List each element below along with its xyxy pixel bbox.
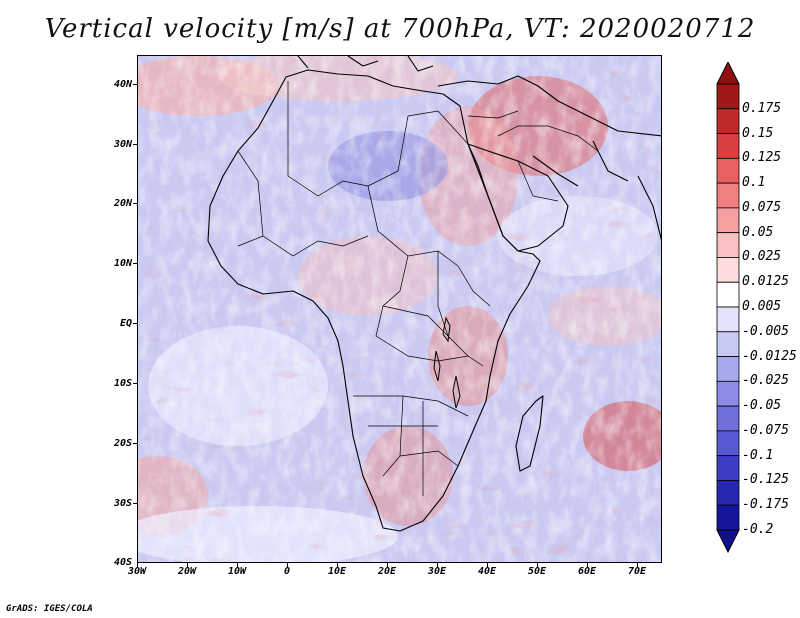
lat-tick bbox=[133, 503, 138, 504]
colorbar-bottom-arrow bbox=[716, 529, 740, 554]
lon-label-10w: 10W bbox=[227, 566, 247, 577]
colorbar-segment bbox=[716, 480, 740, 506]
lat-tick bbox=[133, 84, 138, 85]
colorbar-label: 0.125 bbox=[742, 150, 782, 166]
colorbar-segment bbox=[716, 108, 740, 134]
lon-tick bbox=[387, 562, 388, 567]
lat-label-40s: 40S bbox=[113, 557, 132, 568]
madagascar bbox=[515, 395, 544, 472]
lon-tick bbox=[637, 562, 638, 567]
colorbar-segment bbox=[716, 83, 740, 110]
lon-label-50e: 50E bbox=[527, 566, 547, 577]
colorbar-top-arrow bbox=[716, 62, 740, 85]
colorbar-label: 0.005 bbox=[742, 299, 782, 314]
colorbar-label: -0.0125 bbox=[742, 348, 797, 364]
lon-label-20w: 20W bbox=[177, 566, 197, 577]
lat-label-10n: 10N bbox=[113, 258, 132, 269]
colorbar-label: -0.075 bbox=[742, 422, 789, 438]
lon-tick bbox=[287, 562, 288, 567]
colorbar-label: 0.0125 bbox=[742, 274, 789, 290]
lakes bbox=[433, 316, 461, 409]
lon-label-70e: 70E bbox=[627, 566, 647, 577]
africa-coastline bbox=[207, 69, 541, 532]
colorbar-segment bbox=[716, 281, 740, 308]
lon-tick bbox=[487, 562, 488, 567]
colorbar-segment bbox=[716, 380, 740, 407]
colorbar-label: 0.1 bbox=[742, 175, 766, 191]
lat-tick bbox=[133, 443, 138, 444]
map-panel bbox=[137, 55, 662, 563]
colorbar-label: -0.175 bbox=[742, 497, 789, 513]
colorbar bbox=[716, 62, 740, 554]
lat-tick bbox=[133, 203, 138, 204]
lat-tick bbox=[133, 263, 138, 264]
colorbar-label: 0.05 bbox=[742, 224, 774, 240]
lon-tick bbox=[537, 562, 538, 567]
lon-label-60e: 60E bbox=[577, 566, 597, 577]
lon-label-30w: 30W bbox=[127, 566, 147, 577]
lat-label-20n: 20N bbox=[113, 198, 132, 209]
colorbar-segment bbox=[716, 182, 740, 209]
colorbar-segment bbox=[716, 257, 740, 283]
lon-label-30e: 30E bbox=[427, 566, 447, 577]
lat-label-eq: EQ bbox=[119, 318, 132, 329]
map-svg bbox=[138, 56, 661, 562]
lon-tick bbox=[337, 562, 338, 567]
colorbar-segment bbox=[716, 504, 740, 531]
colorbar-label: -0.1 bbox=[742, 447, 774, 463]
lon-label-10e: 10E bbox=[327, 566, 347, 577]
lon-tick bbox=[237, 562, 238, 567]
lon-label-0: 0 bbox=[283, 566, 291, 577]
arabian-peninsula bbox=[467, 143, 569, 252]
colorbar-label: 0.175 bbox=[742, 100, 782, 116]
colorbar-label: 0.075 bbox=[742, 199, 782, 215]
colorbar-segment bbox=[716, 133, 740, 159]
lon-tick bbox=[187, 562, 188, 567]
lon-label-20e: 20E bbox=[377, 566, 397, 577]
lon-tick bbox=[437, 562, 438, 567]
colorbar-segment bbox=[716, 405, 740, 432]
lat-tick bbox=[133, 323, 138, 324]
lon-tick bbox=[587, 562, 588, 567]
colorbar-segment bbox=[716, 430, 740, 457]
colorbar-label: -0.05 bbox=[742, 398, 782, 414]
mediterranean-north bbox=[297, 56, 661, 137]
lat-label-30n: 30N bbox=[113, 139, 132, 150]
colorbar-label: 0.15 bbox=[742, 125, 774, 141]
lat-label-30s: 30S bbox=[113, 498, 132, 509]
lon-tick bbox=[137, 562, 138, 567]
chart-title: Vertical velocity [m/s] at 700hPa, VT: 2… bbox=[44, 14, 756, 44]
colorbar-segment bbox=[716, 157, 740, 184]
colorbar-segment bbox=[716, 356, 740, 382]
colorbar-segment bbox=[716, 306, 740, 333]
lat-label-20s: 20S bbox=[113, 438, 132, 449]
lat-tick bbox=[133, 144, 138, 145]
lon-label-40e: 40E bbox=[477, 566, 497, 577]
colorbar-segment bbox=[716, 207, 740, 234]
lat-label-40n: 40N bbox=[113, 79, 132, 90]
colorbar-segment bbox=[716, 232, 740, 258]
india-west bbox=[637, 175, 661, 241]
colorbar-label: -0.125 bbox=[742, 472, 789, 488]
colorbar-segment bbox=[716, 455, 740, 481]
colorbar-segment bbox=[716, 331, 740, 357]
vertical-velocity-field bbox=[138, 56, 661, 562]
lat-tick bbox=[133, 383, 138, 384]
colorbar-label: -0.2 bbox=[742, 522, 774, 537]
colorbar-label: 0.025 bbox=[742, 249, 782, 265]
colorbar-label: -0.005 bbox=[742, 323, 789, 339]
colorbar-label: -0.025 bbox=[742, 373, 789, 389]
lat-label-10s: 10S bbox=[113, 378, 132, 389]
country-borders bbox=[237, 81, 599, 496]
grads-credit: GrADS: IGES/COLA bbox=[6, 604, 93, 614]
